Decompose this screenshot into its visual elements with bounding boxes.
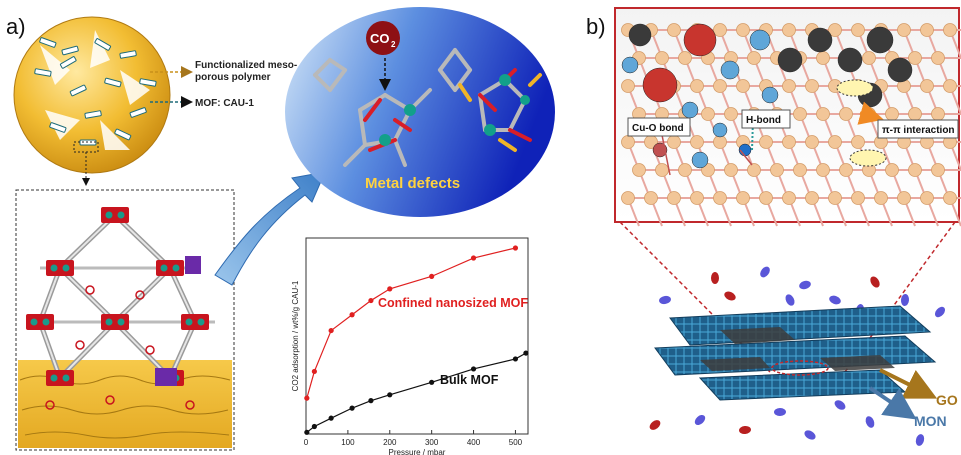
data-point <box>470 366 477 372</box>
x-tick-label: 0 <box>304 438 309 447</box>
data-point <box>512 356 519 362</box>
chart-plot-area <box>305 237 529 435</box>
mof-framework-illustration <box>15 189 235 451</box>
mon-label: MON <box>914 413 947 429</box>
panel-b-label: b) <box>586 14 606 39</box>
pi-pi-label: π-π interaction <box>882 125 955 136</box>
data-point <box>311 368 317 375</box>
interaction-zoom-view: Cu-O bond H-bond π-π interaction <box>614 7 961 227</box>
data-point <box>470 255 477 261</box>
polymer-callout-line1: Functionalized meso- <box>195 60 297 71</box>
polymer-callout-line2: porous polymer <box>195 72 271 83</box>
metal-defect-bubble: CO 2 Metal defects <box>285 7 555 217</box>
h-bond-label: H-bond <box>746 115 781 126</box>
data-point <box>349 405 355 411</box>
panel-a-label: a) <box>6 14 26 39</box>
mon-arrow <box>868 386 917 420</box>
co2-subscript: 2 <box>391 40 396 49</box>
go-label: GO <box>936 392 958 408</box>
data-point <box>311 423 317 430</box>
data-point <box>349 312 355 318</box>
series-label-bulk: Bulk MOF <box>440 373 499 387</box>
x-tick-label: 400 <box>467 438 481 447</box>
x-tick-label: 500 <box>509 438 523 447</box>
series-label-confined: Confined nanosized MOF <box>378 296 528 310</box>
y-axis-label: CO2 adsorption / wt%/g CAU-1 <box>291 280 300 391</box>
data-point <box>523 350 529 356</box>
cu-o-bond-label: Cu-O bond <box>632 123 684 134</box>
polymer-sphere <box>13 16 171 174</box>
data-point <box>387 392 393 398</box>
bubble-caption: Metal defects <box>365 175 460 192</box>
x-tick-label: 100 <box>341 438 355 447</box>
co2-label: CO <box>370 31 390 46</box>
co2-adsorption-chart: 0 100 200 300 400 500 Pressure / mbar CO2 adsor… <box>291 237 529 455</box>
x-axis-label: Pressure / mbar <box>389 448 446 455</box>
data-point <box>429 273 435 279</box>
go-arrow <box>879 368 938 399</box>
data-point <box>328 327 334 334</box>
x-tick-label: 300 <box>425 438 439 447</box>
data-point <box>429 379 435 385</box>
data-point <box>328 415 334 421</box>
data-point <box>304 395 310 401</box>
series-line-bulk <box>306 352 527 433</box>
data-point <box>304 429 310 435</box>
stacked-sheets <box>649 266 945 446</box>
data-point <box>368 398 374 404</box>
data-point <box>387 286 393 292</box>
mof-callout-label: MOF: CAU-1 <box>195 98 254 109</box>
x-tick-label: 200 <box>383 438 397 447</box>
data-point <box>368 297 374 304</box>
data-point <box>512 245 519 251</box>
